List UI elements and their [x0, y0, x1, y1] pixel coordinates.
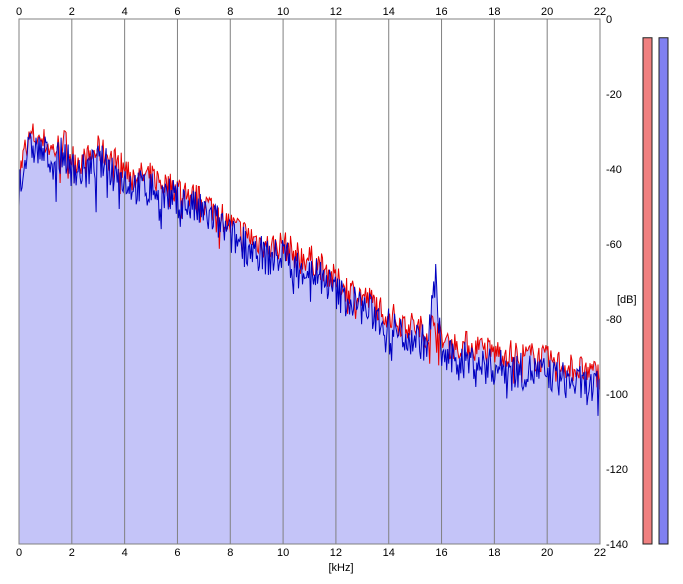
- x-tick-label-bottom-9: 18: [488, 547, 500, 559]
- x-tick-label-top-3: 6: [174, 6, 180, 18]
- x-tick-label-top-4: 8: [227, 6, 233, 18]
- level-meter-left: [642, 37, 653, 545]
- x-tick-label-bottom-3: 6: [174, 547, 180, 559]
- x-tick-label-top-11: 22: [594, 6, 606, 18]
- y-tick-label-3: -60: [606, 239, 622, 251]
- y-tick-label-6: -120: [606, 464, 628, 476]
- spectrum-fill: [19, 123, 600, 544]
- plot-area: [18, 18, 601, 545]
- x-tick-label-top-1: 2: [69, 6, 75, 18]
- x-tick-label-bottom-11: 22: [594, 547, 606, 559]
- y-tick-label-7: -140: [606, 539, 628, 551]
- x-tick-label-top-5: 10: [277, 6, 289, 18]
- x-tick-label-bottom-10: 20: [541, 547, 553, 559]
- series-line-left: [18, 123, 601, 390]
- y-tick-label-1: -20: [606, 89, 622, 101]
- level-meters: [642, 37, 669, 545]
- x-tick-label-bottom-0: 0: [16, 547, 22, 559]
- tick-labels: 002244668810101212141416161818202022220-…: [16, 6, 628, 559]
- y-tick-label-5: -100: [606, 389, 628, 401]
- y-tick-label-4: -80: [606, 314, 622, 326]
- x-tick-label-top-10: 20: [541, 6, 553, 18]
- x-tick-label-bottom-4: 8: [227, 547, 233, 559]
- x-tick-label-bottom-6: 12: [330, 547, 342, 559]
- x-tick-label-bottom-2: 4: [122, 547, 128, 559]
- level-meter-right: [658, 37, 669, 545]
- x-axis-label: [kHz]: [328, 562, 353, 574]
- y-tick-label-0: 0: [606, 14, 612, 26]
- x-tick-label-top-9: 18: [488, 6, 500, 18]
- x-tick-label-bottom-7: 14: [383, 547, 395, 559]
- x-tick-label-top-0: 0: [16, 6, 22, 18]
- series-line-right: [18, 132, 601, 416]
- x-tick-label-top-2: 4: [122, 6, 128, 18]
- y-axis-label: [dB]: [617, 294, 637, 306]
- x-tick-label-top-8: 16: [435, 6, 447, 18]
- x-tick-label-bottom-1: 2: [69, 547, 75, 559]
- x-tick-label-bottom-5: 10: [277, 547, 289, 559]
- x-tick-label-bottom-8: 16: [435, 547, 447, 559]
- plot-frame: [18, 18, 601, 545]
- x-tick-label-top-7: 14: [383, 6, 395, 18]
- x-tick-label-top-6: 12: [330, 6, 342, 18]
- y-tick-label-2: -40: [606, 164, 622, 176]
